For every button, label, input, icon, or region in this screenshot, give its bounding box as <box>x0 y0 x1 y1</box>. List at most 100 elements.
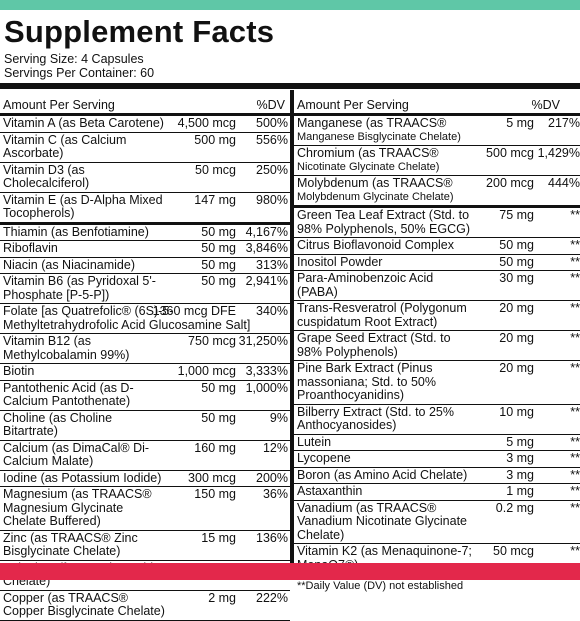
nutrient-amount: 10 mg <box>499 404 534 419</box>
nutrient-amount: 50 mg <box>201 241 236 255</box>
nutrient-row: Astaxanthin 1 mg ** <box>294 484 580 501</box>
nutrient-row: Citrus Bioflavonoid Complex 50 mg ** <box>294 238 580 255</box>
column-divider <box>290 90 294 566</box>
nutrient-row: Copper (as TRAACS® Copper Bisglycinate C… <box>0 591 290 621</box>
nutrient-row: Green Tea Leaf Extract (Std. to 98% Poly… <box>294 208 580 238</box>
nutrient-amount: 50 mg <box>201 257 236 272</box>
nutrient-dv: ** <box>570 434 580 449</box>
nutrient-name: Folate [as Quatrefolic® (6S)-5-Methyltet… <box>3 304 251 332</box>
nutrient-name: Green Tea Leaf Extract (Std. to 98% Poly… <box>297 208 471 236</box>
nutrient-dv: 444% <box>548 176 580 190</box>
nutrient-dv: ** <box>570 331 580 345</box>
nutrient-dv: 3,846% <box>245 241 288 255</box>
dv-heading: %DV <box>531 98 560 112</box>
nutrient-row: Folate [as Quatrefolic® (6S)-5-Methyltet… <box>0 304 290 334</box>
nutrient-row: Niacin (as Niacinamide) 50 mg 313% <box>0 257 290 274</box>
nutrient-row: Vitamin A (as Beta Carotene) 4,500 mcg 500… <box>0 116 290 133</box>
nutrient-source: Manganese Bisglycinate Chelate) <box>297 130 461 143</box>
nutrient-amount: 1,000 mcg <box>177 364 236 378</box>
nutrient-amount: 5 mg <box>506 434 534 449</box>
nutrient-amount: 50 mcg <box>195 162 236 177</box>
nutrient-dv: 222% <box>256 590 288 605</box>
nutrient-dv: 2,941% <box>245 274 288 288</box>
nutrient-amount: 75 mg <box>499 208 534 222</box>
nutrient-name: Copper (as TRAACS® Copper Bisglycinate C… <box>3 590 165 618</box>
nutrient-name: Astaxanthin <box>297 484 363 498</box>
nutrient-row: Para-Aminobenzoic Acid (PABA) 30 mg ** <box>294 271 580 301</box>
nutrient-amount: 1 mg <box>506 484 534 498</box>
nutrient-row: Vitamin C (as Calcium Ascorbate) 500 mg 55… <box>0 133 290 163</box>
nutrient-row: Trans-Resveratrol (Polygonum cuspidatum … <box>294 301 580 331</box>
nutrient-name: Vitamin D3 (as Cholecalciferol) <box>3 162 90 190</box>
top-color-band <box>0 0 580 10</box>
nutrient-dv: ** <box>570 301 580 315</box>
nutrient-dv: ** <box>570 361 580 375</box>
nutrient-amount: 750 mcg <box>188 334 236 348</box>
nutrient-dv: ** <box>570 208 580 222</box>
nutrient-name: Trans-Resveratrol (Polygonum cuspidatum … <box>297 301 467 329</box>
nutrient-amount: 50 mg <box>201 274 236 288</box>
nutrient-name: Pantothenic Acid (as D-Calcium Pantothen… <box>3 380 134 408</box>
nutrient-row: Lycopene 3 mg ** <box>294 451 580 468</box>
nutrient-row: Boron (as Amino Acid Chelate) 3 mg ** <box>294 467 580 484</box>
right-column-header: Amount Per Serving %DV <box>294 96 580 116</box>
nutrient-name: Vitamin B12 (as Methylcobalamin 99%) <box>3 334 130 362</box>
bottom-color-band <box>0 563 580 580</box>
left-column: Amount Per Serving %DV Vitamin A (as Bet… <box>0 96 290 621</box>
nutrient-dv: 200% <box>256 470 288 485</box>
nutrient-dv: ** <box>570 238 580 252</box>
nutrient-amount: 15 mg <box>201 530 236 545</box>
supplement-facts-label: Supplement Facts Serving Size: 4 Capsule… <box>0 10 580 621</box>
nutrient-dv: ** <box>570 484 580 498</box>
amount-per-serving-heading: Amount Per Serving <box>3 98 115 112</box>
nutrient-row: Vitamin K2 (as Menaquinone-7; MenaQ7®)50… <box>294 544 580 576</box>
nutrient-row: Inositol Powder 50 mg ** <box>294 254 580 271</box>
nutrient-amount: 300 mcg <box>188 470 236 485</box>
nutrient-amount: 200 mcg <box>486 176 534 190</box>
nutrient-dv: 9% <box>269 410 288 425</box>
nutrient-name: Vitamin B6 (as Pyridoxal 5'-Phosphate [P… <box>3 274 156 302</box>
nutrient-name: Calcium (as DimaCal® Di-Calcium Malate) <box>3 440 150 468</box>
nutrient-amount: 160 mg <box>194 440 236 455</box>
nutrient-row: Lutein 5 mg ** <box>294 434 580 451</box>
nutrient-amount: 20 mg <box>499 361 534 375</box>
nutrient-amount: 50 mg <box>201 380 236 395</box>
nutrient-amount: 500 mg <box>194 132 236 147</box>
nutrient-name: Para-Aminobenzoic Acid (PABA) <box>297 271 434 299</box>
nutrient-row: Pine Bark Extract (Pinus massoniana; Std… <box>294 361 580 405</box>
nutrient-name: Vitamin E (as D-Alpha Mixed Tocopherols) <box>3 192 163 220</box>
nutrient-dv: 340% <box>256 304 288 318</box>
nutrient-amount: 30 mg <box>499 271 534 285</box>
nutrient-row: Riboflavin 50 mg 3,846% <box>0 241 290 258</box>
nutrient-amount: 3 mg <box>506 467 534 482</box>
nutrient-dv: 36% <box>262 487 288 501</box>
nutrient-amount: 20 mg <box>499 301 534 315</box>
nutrient-row: Biotin 1,000 mcg 3,333% <box>0 364 290 381</box>
nutrient-amount: 3 mg <box>506 451 534 465</box>
nutrient-amount: 50 mg <box>499 254 534 269</box>
nutrient-amount: 50 mg <box>201 224 236 239</box>
nutrient-row: Iodine (as Potassium Iodide) 300 mcg 200% <box>0 470 290 487</box>
nutrient-row: Vitamin B12 (as Methylcobalamin 99%) 750 … <box>0 334 290 364</box>
label-title: Supplement Facts <box>4 14 275 49</box>
nutrient-dv: 136% <box>256 530 288 545</box>
nutrient-name: Chromium (as TRAACS® <box>297 146 439 160</box>
nutrient-name: Inositol Powder <box>297 254 383 269</box>
nutrient-name: Molybdenum (as TRAACS® <box>297 176 453 190</box>
nutrient-name: Boron (as Amino Acid Chelate) <box>297 467 468 482</box>
nutrient-amount: 150 mg <box>194 487 236 501</box>
nutrient-row: Vitamin E (as D-Alpha Mixed Tocopherols)… <box>0 193 290 225</box>
nutrient-dv: 556% <box>256 132 288 147</box>
thick-rule <box>0 83 580 89</box>
nutrient-row: Vanadium (as TRAACS® Vanadium Nicotinate… <box>294 501 580 544</box>
nutrient-row: Calcium (as DimaCal® Di-Calcium Malate) 1… <box>0 441 290 471</box>
nutrient-amount: 50 mcg <box>493 544 534 558</box>
nutrient-dv: 1,000% <box>245 380 288 395</box>
nutrient-row: Choline (as Choline Bitartrate) 50 mg 9% <box>0 411 290 441</box>
nutrient-amount: 50 mg <box>201 410 236 425</box>
nutrient-name: Manganese (as TRAACS® <box>297 116 447 130</box>
nutrient-name: Lycopene <box>297 451 351 465</box>
nutrient-dv: 3,333% <box>245 364 288 378</box>
nutrient-dv: 4,167% <box>245 224 288 239</box>
nutrient-dv: ** <box>570 451 580 465</box>
